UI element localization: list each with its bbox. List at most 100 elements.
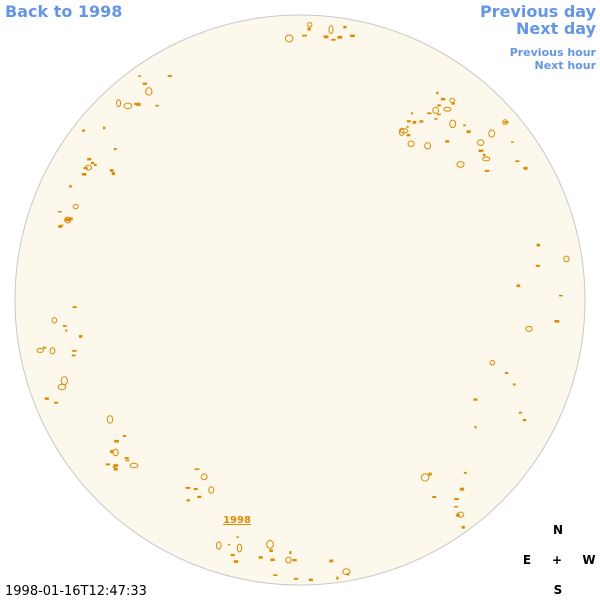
region-contour — [420, 473, 430, 482]
region-contour — [445, 140, 450, 143]
region-contour — [193, 488, 198, 491]
region-contour — [72, 306, 77, 309]
region-contour — [515, 160, 520, 163]
region-contour — [113, 464, 119, 467]
region-contour — [124, 457, 129, 460]
region-contour — [432, 106, 440, 114]
region-contour — [49, 347, 56, 355]
previous-day-link[interactable]: Previous day — [480, 2, 597, 21]
region-contour — [258, 556, 263, 559]
region-contour — [125, 459, 130, 462]
region-contour — [142, 82, 148, 85]
region-contour — [489, 359, 496, 366]
next-day-link[interactable]: Next day — [516, 19, 597, 38]
region-contour — [66, 218, 71, 222]
back-link[interactable]: Back to 1998 — [5, 2, 122, 21]
next-hour-link[interactable]: Next hour — [535, 59, 597, 72]
region-contour — [112, 466, 116, 468]
region-contour — [440, 97, 446, 101]
region-contour — [87, 157, 92, 161]
region-contour — [186, 499, 190, 502]
region-contour — [459, 487, 465, 491]
region-contour — [346, 572, 350, 576]
region-contour — [342, 568, 351, 576]
region-contour — [535, 264, 540, 267]
region-contour — [522, 419, 527, 422]
region-contour — [215, 541, 222, 550]
region-contour — [227, 543, 231, 546]
region-contour — [197, 495, 202, 499]
region-contour — [81, 129, 86, 132]
region-contour — [504, 372, 509, 375]
region-contour — [71, 354, 76, 357]
region-contour — [72, 203, 79, 210]
disk-year-link[interactable]: 1998 — [223, 515, 251, 526]
region-contour — [559, 294, 563, 297]
region-contour — [236, 536, 239, 539]
region-contour — [443, 106, 452, 112]
region-contour — [233, 560, 239, 563]
region-contour — [69, 185, 72, 188]
region-contour — [105, 463, 110, 466]
region-contour — [123, 102, 133, 110]
region-contour — [478, 149, 484, 153]
region-contour — [194, 468, 200, 470]
compass-south: S — [554, 583, 563, 597]
active-regions — [36, 22, 570, 582]
region-contour — [427, 112, 432, 115]
region-contour — [463, 124, 466, 127]
region-contour — [269, 549, 273, 553]
region-contour — [54, 401, 59, 404]
region-contour — [60, 376, 68, 386]
region-contour — [407, 120, 411, 123]
region-contour — [109, 169, 114, 172]
compass-center: + — [552, 553, 562, 567]
region-contour — [406, 133, 411, 137]
region-contour — [461, 525, 465, 529]
region-contour — [135, 102, 141, 106]
region-contour — [284, 34, 294, 43]
region-contour — [293, 577, 299, 580]
region-contour — [230, 553, 235, 557]
region-contour — [451, 102, 455, 105]
compass-west: W — [582, 553, 595, 567]
region-contour — [122, 435, 127, 437]
region-contour — [436, 113, 441, 116]
region-contour — [454, 498, 459, 500]
region-contour — [399, 128, 409, 134]
region-contour — [155, 104, 159, 107]
region-contour — [503, 121, 509, 124]
region-contour — [398, 127, 405, 136]
region-contour — [477, 139, 485, 146]
region-contour — [474, 425, 477, 429]
region-contour — [292, 559, 297, 562]
region-contour — [456, 513, 460, 517]
region-contour — [114, 439, 119, 443]
region-contour — [285, 556, 292, 564]
region-contour — [463, 471, 467, 474]
region-contour — [411, 112, 414, 115]
region-contour — [307, 27, 311, 31]
region-contour — [323, 35, 329, 39]
region-contour — [83, 167, 88, 169]
region-contour — [536, 243, 541, 247]
region-contour — [516, 284, 521, 288]
region-contour — [185, 486, 191, 489]
region-contour — [167, 74, 172, 77]
region-contour — [200, 473, 208, 481]
region-contour — [93, 163, 97, 166]
region-contour — [273, 574, 278, 577]
region-contour — [337, 35, 343, 39]
region-contour — [307, 22, 313, 28]
region-contour — [266, 540, 274, 549]
region-contour — [44, 397, 49, 400]
region-contour — [511, 141, 514, 143]
region-contour — [208, 486, 215, 494]
region-contour — [270, 558, 275, 562]
region-contour — [424, 142, 432, 150]
region-contour — [525, 325, 533, 332]
region-contour — [484, 169, 490, 172]
region-contour — [456, 161, 465, 168]
previous-hour-link[interactable]: Previous hour — [510, 46, 597, 59]
